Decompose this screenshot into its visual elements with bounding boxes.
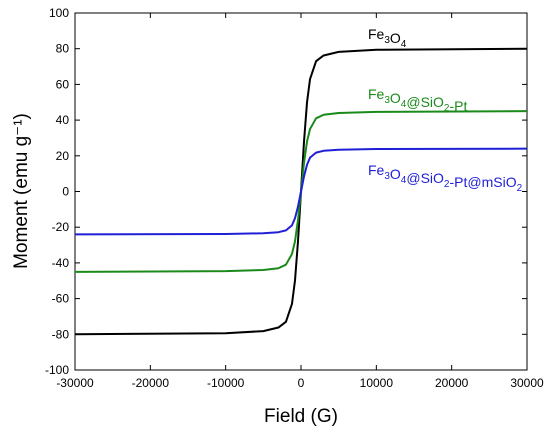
- series-line-fe3o4_sio2_pt_msio2: [74, 147, 528, 236]
- y-tick-label: 40: [56, 113, 70, 127]
- y-tick-label: -80: [52, 327, 70, 341]
- y-axis-title: Moment (emu g⁻¹): [11, 113, 32, 269]
- legend-label-fe3o4_sio2_pt_msio2: Fe3O4@SiO2-Pt@mSiO2: [368, 162, 523, 194]
- y-tick-label: -100: [45, 363, 69, 377]
- y-tick-label: 20: [56, 149, 70, 163]
- y-tick-label: 80: [56, 42, 70, 56]
- x-tick-label: 30000: [510, 376, 544, 390]
- x-tick-label: -10000: [207, 376, 245, 390]
- x-tick-label: 20000: [435, 376, 469, 390]
- x-tick-label: 0: [298, 376, 305, 390]
- y-tick-label: 0: [62, 185, 69, 199]
- x-tick-label: -20000: [132, 376, 170, 390]
- y-tick-label: 60: [56, 77, 70, 91]
- x-axis-title: Field (G): [264, 406, 338, 427]
- legend-label-fe3o4: Fe3O4: [368, 26, 407, 50]
- y-tick-label: -20: [52, 220, 70, 234]
- inline-legend-group: Fe3O4 Fe3O4@SiO2-Pt Fe3O4@SiO2-Pt@mSiO2: [368, 26, 523, 194]
- x-tick-label: -30000: [56, 376, 94, 390]
- y-tick-label: -40: [52, 256, 70, 270]
- x-tick-label: 10000: [360, 376, 394, 390]
- y-tick-label: -60: [52, 292, 70, 306]
- legend-label-fe3o4_sio2_pt: Fe3O4@SiO2-Pt: [368, 86, 467, 114]
- ticks-group: -30000 -20000 -10000 0 10000 20000 30000 -100 -8…: [45, 6, 544, 390]
- y-tick-label: 100: [49, 6, 69, 20]
- series-group: [74, 47, 528, 336]
